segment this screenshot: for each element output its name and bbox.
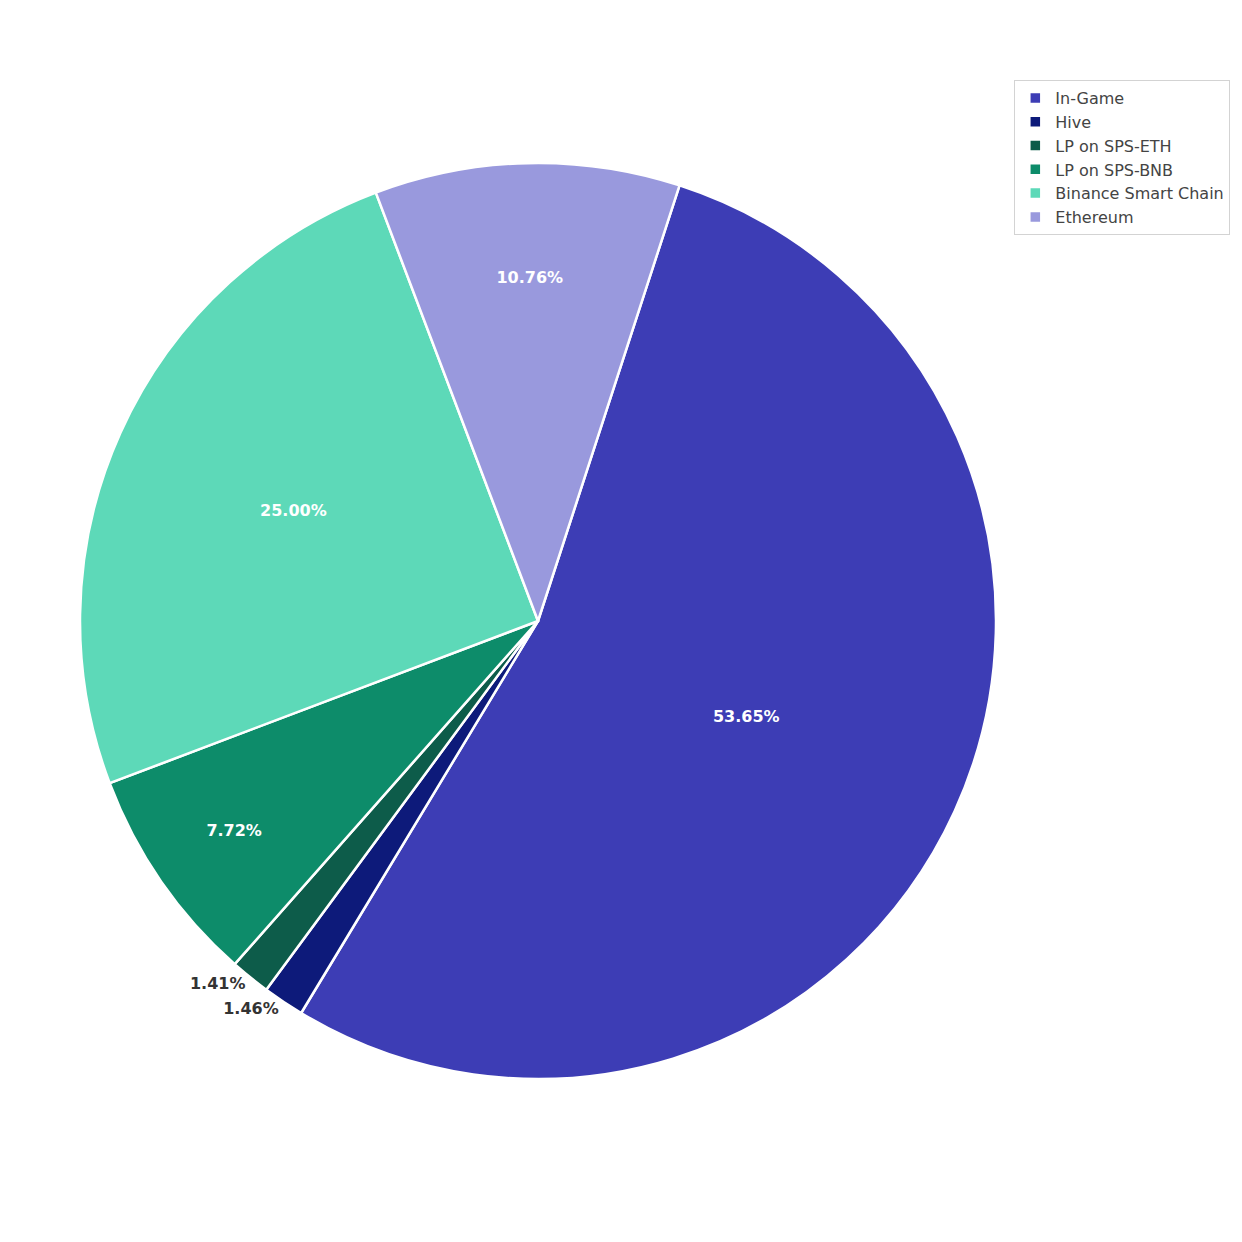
svg-text:LP on SPS-BNB: LP on SPS-BNB [1055, 161, 1173, 180]
svg-text:Binance Smart Chain: Binance Smart Chain [1055, 184, 1223, 203]
svg-text:7.72%: 7.72% [206, 821, 262, 840]
svg-text:In-Game: In-Game [1055, 89, 1124, 108]
svg-text:53.65%: 53.65% [713, 707, 780, 726]
svg-text:Ethereum: Ethereum [1055, 208, 1133, 227]
svg-text:1.41%: 1.41% [190, 974, 246, 993]
svg-text:10.76%: 10.76% [496, 268, 563, 287]
svg-text:25.00%: 25.00% [260, 501, 327, 520]
svg-text:1.46%: 1.46% [223, 999, 279, 1018]
svg-text:Hive: Hive [1055, 113, 1091, 132]
svg-text:LP on SPS-ETH: LP on SPS-ETH [1055, 137, 1171, 156]
